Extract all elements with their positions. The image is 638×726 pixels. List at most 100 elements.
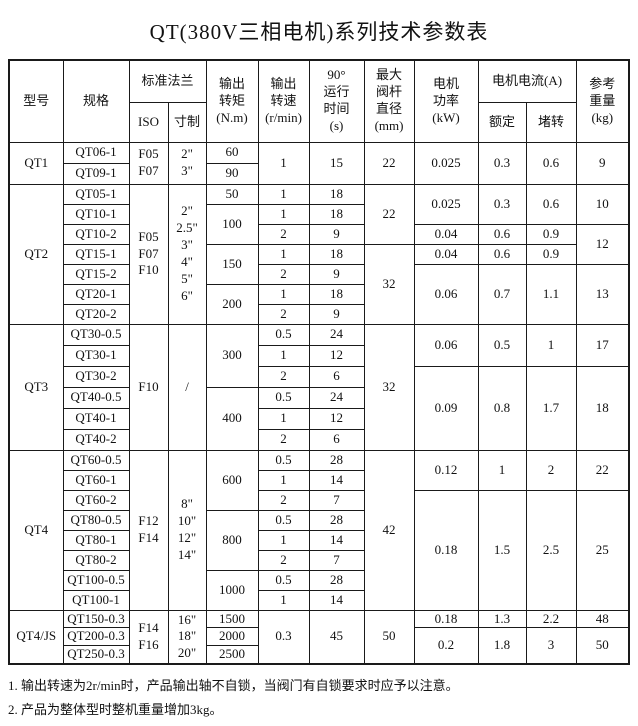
table-row: QT4 QT60-0.5 F12 F14 8" 10" 12" 14" 600 …	[8, 449, 630, 611]
table-row: QT40-0.5 400 0.5 24	[9, 386, 629, 451]
cell-torque: 50	[205, 183, 259, 205]
cell-power: 0.025	[413, 183, 479, 225]
cell-time: 28	[308, 569, 365, 591]
cell-stall: 0.9	[525, 243, 577, 265]
cell-spec: QT40-1	[62, 407, 130, 430]
cell-speed: 0.5	[257, 569, 310, 591]
cell-speed: 1	[257, 344, 310, 367]
cell-weight: 9	[575, 141, 630, 185]
cell-torque: 2500	[205, 645, 259, 665]
table-row: QT20-2 2 9	[9, 303, 629, 325]
cell-spec: QT30-2	[62, 365, 130, 388]
cell-power: 0.2	[413, 627, 479, 665]
cell-spec: QT80-2	[62, 549, 130, 571]
table-row: QT20-1 200 1 18	[9, 283, 629, 325]
th-time: 90° 运行 时间 (s)	[308, 59, 365, 143]
cell-stall: 1.1	[525, 263, 577, 325]
cell-time: 14	[308, 529, 365, 551]
cell-torque: 400	[205, 386, 259, 451]
cell-spec: QT60-0.5	[62, 449, 130, 471]
cell-torque: 60	[205, 141, 259, 164]
cell-weight: 17	[575, 323, 630, 367]
cell-power: 0.18	[413, 489, 479, 611]
table-row: QT60-2 2 7 0.18 1.5 2.5 25	[9, 489, 630, 611]
cell-inch: 2" 2.5" 3" 4" 5" 6"	[167, 183, 207, 325]
cell-torque: 90	[205, 162, 259, 185]
cell-speed: 2	[257, 549, 310, 571]
table-row: QT09-1 90	[9, 162, 629, 185]
cell-torque: 100	[205, 203, 259, 245]
cell-time: 9	[308, 263, 365, 285]
table-row: QT250-0.3 2500	[9, 645, 629, 665]
cell-model: QT4	[8, 449, 64, 611]
cell-speed: 1	[257, 589, 310, 611]
cell-inch: 16" 18" 20"	[167, 609, 207, 665]
cell-time: 14	[308, 589, 365, 611]
cell-iso: F05 F07 F10	[128, 183, 169, 325]
table-row: QT15-2 2 9 0.06 0.7 1.1 13	[9, 263, 630, 325]
cell-torque: 150	[205, 243, 259, 285]
cell-stall: 2.5	[525, 489, 577, 611]
cell-spec: QT15-2	[62, 263, 130, 285]
cell-time: 18	[308, 243, 365, 265]
cell-spec: QT100-0.5	[62, 569, 130, 591]
cell-time: 18	[308, 183, 365, 205]
cell-weight: 13	[575, 263, 630, 325]
cell-spec: QT05-1	[62, 183, 130, 205]
cell-time: 45	[308, 609, 365, 665]
cell-weight: 25	[575, 489, 630, 611]
cell-spec: QT10-2	[62, 223, 130, 245]
cell-time: 9	[308, 303, 365, 325]
cell-weight: 10	[575, 183, 630, 225]
th-spec: 规格	[62, 59, 130, 143]
cell-weight: 48	[575, 609, 630, 629]
cell-spec: QT40-0.5	[62, 386, 130, 409]
cell-time: 24	[308, 386, 365, 409]
cell-time: 7	[308, 549, 365, 571]
cell-spec: QT100-1	[62, 589, 130, 611]
cell-speed: 1	[257, 529, 310, 551]
cell-inch: 8" 10" 12" 14"	[167, 449, 207, 611]
cell-time: 6	[308, 365, 365, 388]
cell-torque: 600	[205, 449, 259, 511]
cell-iso: F14 F16	[128, 609, 169, 665]
cell-torque: 300	[205, 323, 259, 388]
cell-speed: 2	[257, 365, 310, 388]
th-current: 电机电流(A)	[477, 59, 577, 103]
cell-inch-slash: /	[167, 323, 207, 451]
cell-power: 0.09	[413, 365, 479, 451]
cell-model: QT4/JS	[8, 609, 64, 665]
cell-spec: QT60-1	[62, 469, 130, 491]
th-stall: 堵转	[525, 101, 577, 143]
cell-time: 12	[308, 344, 365, 367]
cell-model: QT3	[8, 323, 64, 451]
cell-power: 0.025	[413, 141, 479, 185]
cell-rated: 0.6	[477, 243, 527, 265]
cell-rated: 1.5	[477, 489, 527, 611]
cell-speed: 0.5	[257, 509, 310, 531]
cell-time: 12	[308, 407, 365, 430]
cell-time: 14	[308, 469, 365, 491]
cell-time: 28	[308, 509, 365, 531]
cell-speed: 0.5	[257, 449, 310, 471]
cell-spec: QT20-1	[62, 283, 130, 305]
cell-iso: F12 F14	[128, 449, 169, 611]
cell-rated: 0.6	[477, 223, 527, 245]
cell-dia: 32	[363, 243, 415, 325]
table-row: QT100-0.5 1000 0.5 28	[9, 569, 629, 611]
cell-weight: 50	[575, 627, 630, 665]
cell-speed: 1	[257, 203, 310, 225]
cell-spec: QT250-0.3	[62, 645, 130, 665]
cell-time: 18	[308, 203, 365, 225]
cell-spec: QT150-0.3	[62, 609, 130, 629]
footnote-2: 2. 产品为整体型时整机重量增加3kg。	[8, 702, 223, 718]
cell-rated: 1.8	[477, 627, 527, 665]
cell-torque: 800	[205, 509, 259, 571]
table-row: QT60-1 1 14	[9, 469, 629, 491]
cell-weight: 12	[575, 223, 630, 265]
table-row: QT2 QT05-1 F05 F07 F10 2" 2.5" 3" 4" 5" …	[8, 183, 630, 325]
cell-spec: QT40-2	[62, 428, 130, 451]
cell-speed: 2	[257, 489, 310, 511]
cell-power: 0.06	[413, 323, 479, 367]
table-row: QT3 QT30-0.5 F10 / 300 0.5 24 32 0.06 0.…	[8, 323, 630, 451]
